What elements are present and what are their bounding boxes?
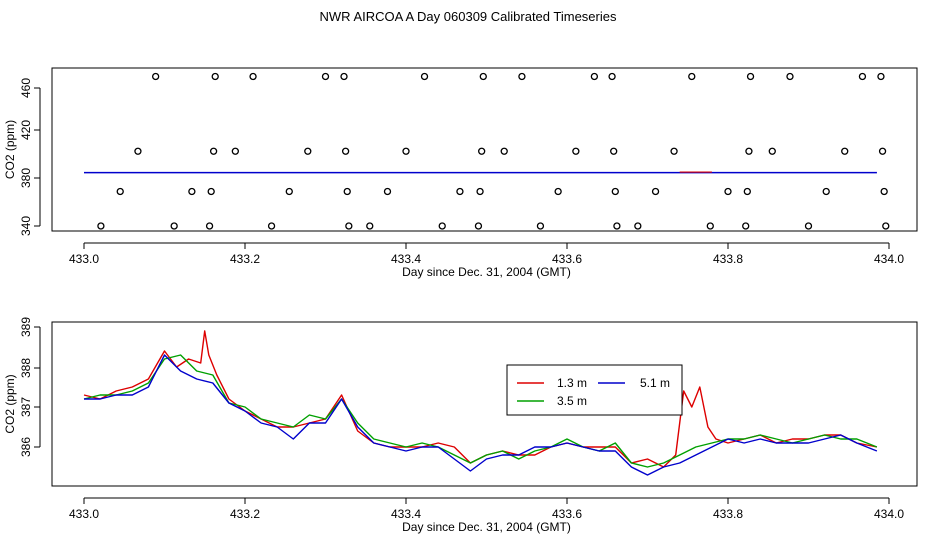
calibration-point [688,72,696,81]
calibration-point [285,187,293,196]
calibration-point [438,222,446,230]
calibration-point [804,222,813,230]
calibration-point [383,187,392,196]
calibration-point [858,72,867,81]
calibration-point [456,187,464,196]
x-tick-label: 434.0 [874,252,904,266]
calibration-point [188,187,196,196]
series-line-1-3-m [83,330,878,468]
x-tick-label: 433.4 [391,507,421,521]
calibration-point [572,147,580,155]
y-tick-label: 386 [19,437,33,457]
x-tick-label: 433.6 [552,252,582,266]
y-tick-label: 340 [19,216,33,236]
y-tick-label: 380 [19,168,33,188]
calibration-point [500,147,508,155]
x-tick-label: 433.8 [713,507,743,521]
calibration-point [209,147,218,155]
calibration-point [878,147,887,155]
x-tick-label: 433.2 [230,507,260,521]
calibration-point [207,187,215,196]
y-axis-label: CO2 (ppm) [3,120,17,179]
series-line-3-5-m [83,354,878,468]
x-tick-label: 433.0 [69,252,99,266]
bottom-panel: 433.0 433.2 433.4 433.6 433.8 434.0 Day since … [3,317,918,534]
calibration-point [321,72,330,81]
calibration-point [746,72,755,81]
calibration-point [345,222,353,230]
calibration-point [478,147,486,155]
calibration-point [402,147,410,155]
calibration-point [554,187,562,196]
calibration-point [745,147,753,155]
y-tick-label: 460 [19,78,33,98]
calibration-point [341,147,350,155]
calibration-point [608,72,616,81]
chart-title: NWR AIRCOA A Day 060309 Calibrated Times… [319,9,617,24]
calibration-point [97,222,105,230]
calibration-point [518,72,526,81]
x-axis-label: Day since Dec. 31, 2004 (GMT) [402,265,571,279]
calibration-point [267,222,276,230]
x-tick-label: 433.8 [713,252,743,266]
calibration-point [786,72,794,81]
calibration-point [420,72,429,81]
calibration-point [841,147,849,155]
calibration-point [205,222,214,230]
calibration-point [882,222,890,230]
calibration-point [340,72,348,81]
legend: 1.3 m 3.5 m 5.1 m [506,364,683,416]
y-tick-label: 388 [19,358,33,378]
x-tick-label: 433.6 [552,507,582,521]
calibration-point [231,147,239,155]
calibration-point [610,147,618,155]
calibration-point [613,222,621,230]
y-tick-label: 389 [19,317,33,337]
legend-label: 1.3 m [557,376,587,390]
plot-frame [51,321,918,487]
calibration-point [134,147,142,155]
calibration-point [670,147,678,155]
calibration-point [880,187,888,196]
calibration-point [304,147,312,155]
y-tick-label: 387 [19,397,33,417]
calibration-point [743,187,751,196]
legend-box [506,364,683,416]
x-tick-label: 433.2 [230,252,260,266]
calibration-point [151,72,160,81]
calibration-point [474,222,483,230]
calibration-point [343,187,351,196]
calibration-point [479,72,487,81]
x-tick-label: 433.0 [69,507,99,521]
calibration-point [651,187,660,196]
y-axis-label: CO2 (ppm) [3,374,17,433]
calibration-point [634,222,642,230]
calibration-point [590,72,599,81]
calibration-point [476,187,484,196]
calibration-point [742,222,750,230]
calibration-point [249,72,257,81]
series-line-5-1-m [84,354,878,476]
x-axis-label: Day since Dec. 31, 2004 (GMT) [402,520,571,534]
top-panel: 433.0 433.2 433.4 433.6 433.8 434.0 Day since … [3,67,918,279]
legend-label: 5.1 m [640,376,670,390]
calibration-point [724,187,732,196]
calibration-point [366,222,374,230]
y-tick-label: 420 [19,120,33,140]
calibration-point [822,187,830,196]
calibration-point [211,72,219,81]
calibration-point [536,222,545,230]
calibration-point [116,187,124,196]
calibration-point [611,187,619,196]
x-tick-label: 433.4 [391,252,421,266]
calibration-point [877,72,885,81]
plot-frame [51,67,918,232]
calibration-point [706,222,714,230]
legend-label: 3.5 m [557,394,587,408]
calibration-point [170,222,178,230]
x-tick-label: 434.0 [874,507,904,521]
calibration-point [768,147,776,155]
